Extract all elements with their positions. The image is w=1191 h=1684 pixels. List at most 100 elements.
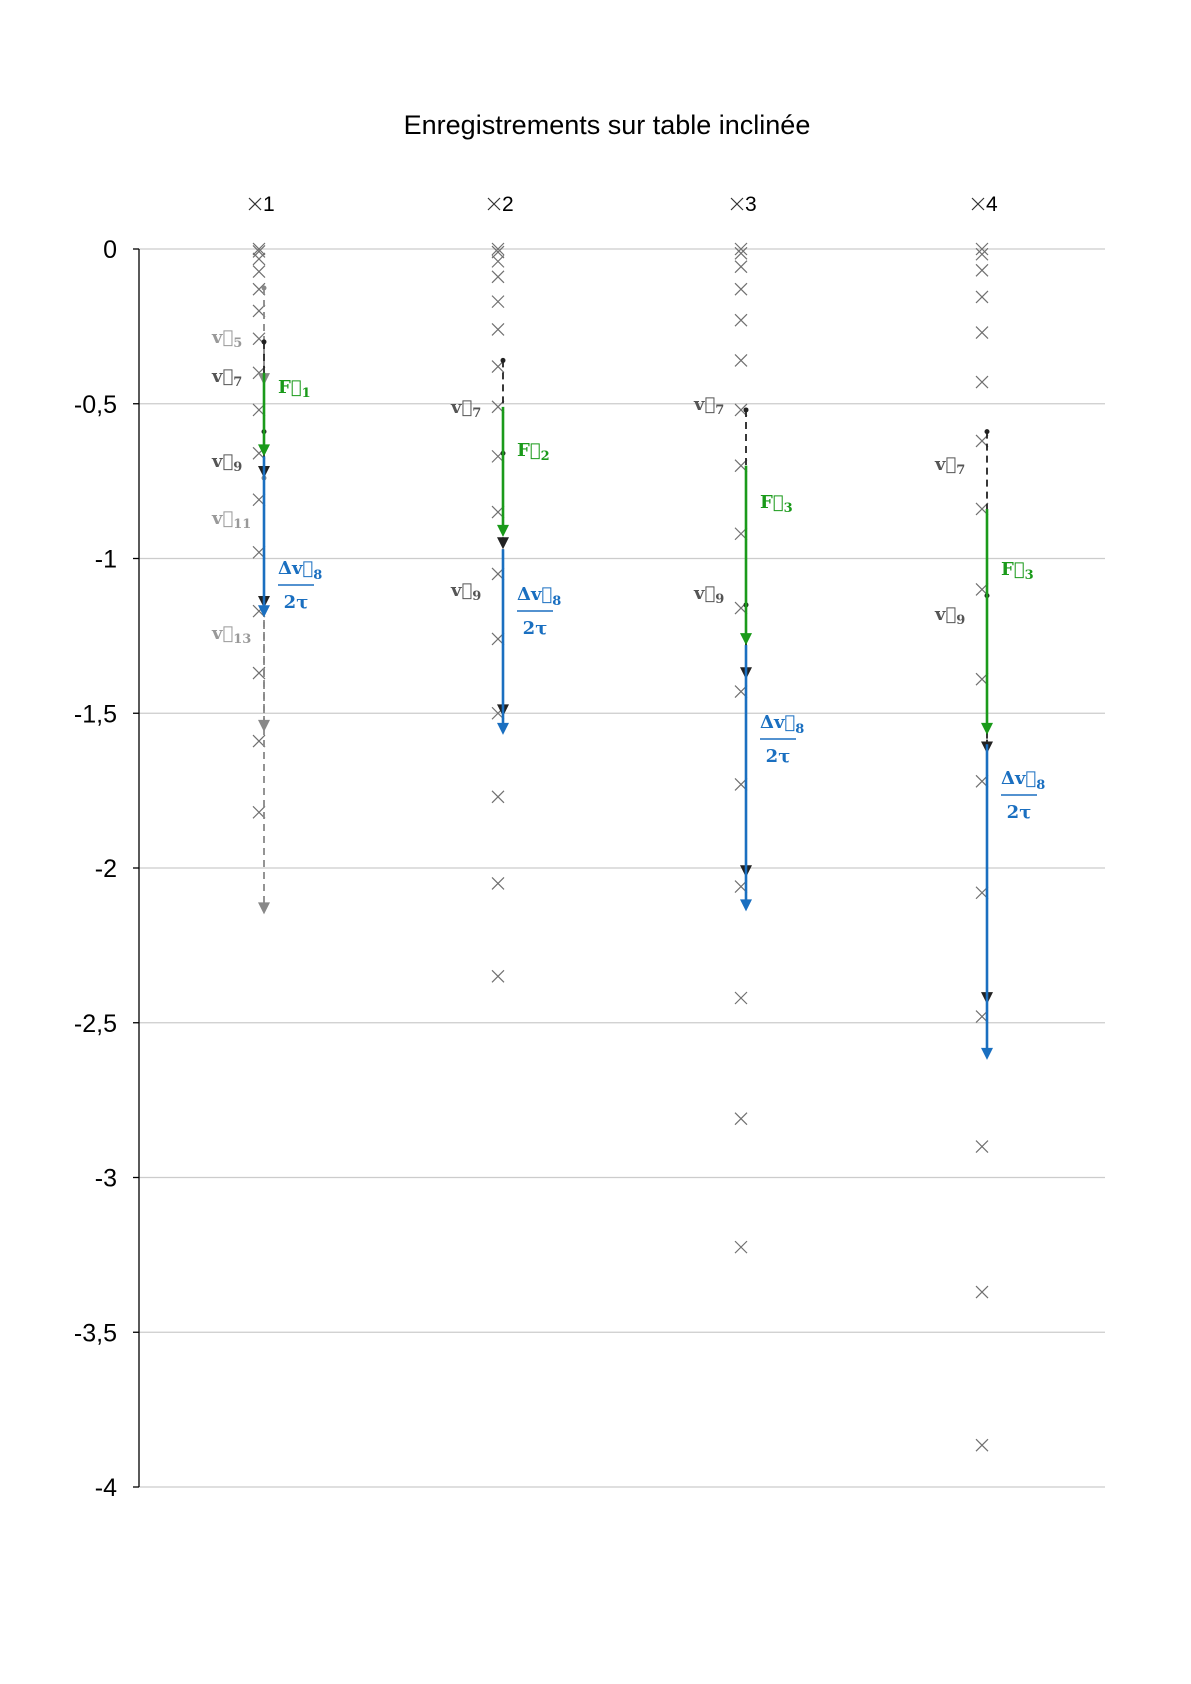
data-point xyxy=(975,242,989,256)
data-point xyxy=(734,313,748,327)
vector-label-denominator: 2τ xyxy=(1007,802,1032,823)
data-point xyxy=(734,282,748,296)
vector-label-subscript: 7 xyxy=(956,463,965,478)
vector-force: F⃗1 xyxy=(258,372,311,457)
vector-origin xyxy=(500,357,506,363)
vector-label: F⃗3 xyxy=(1001,559,1034,583)
vector-label: v⃗7 xyxy=(211,366,242,390)
vector-accel: Δv⃗8 2τ xyxy=(981,744,1045,1060)
y-tick-label: 0 xyxy=(103,236,117,264)
vector-label-subscript: 7 xyxy=(715,403,724,418)
y-tick-label: -2 xyxy=(95,855,117,883)
vector-velocity: v⃗9 xyxy=(934,593,993,1005)
y-tick-label: -1,5 xyxy=(74,700,117,728)
arrowhead-icon xyxy=(258,605,270,618)
data-point xyxy=(252,252,266,266)
vector-label-subscript: 9 xyxy=(956,613,965,628)
data-point xyxy=(734,1240,748,1254)
vector-origin xyxy=(743,407,749,413)
vector-label: v⃗13 xyxy=(211,623,251,647)
data-point xyxy=(734,353,748,367)
vector-accel: Δv⃗8 2τ xyxy=(258,456,322,618)
vector-label-subscript: 8 xyxy=(1036,778,1045,793)
vector-velocity-gray: v⃗11 xyxy=(211,475,270,732)
vector-label: F⃗2 xyxy=(517,440,550,464)
series-label-text: 3 xyxy=(745,193,757,216)
y-tick-label: -3 xyxy=(95,1165,117,1193)
series-label: 1 xyxy=(248,193,275,216)
arrowhead-icon xyxy=(981,722,993,735)
data-point xyxy=(975,1140,989,1153)
data-point xyxy=(975,290,989,304)
data-point xyxy=(252,245,266,258)
vectors: v⃗5 v⃗7 v⃗9 v⃗11 v⃗13 F⃗1 Δv⃗8 2τ v⃗7 v⃗9 F⃗2 Δv⃗8 2… xyxy=(211,285,1045,1060)
arrowhead-icon xyxy=(497,524,509,537)
vector-label: v⃗11 xyxy=(211,508,251,532)
data-point xyxy=(491,877,505,890)
vector-label-denominator: 2τ xyxy=(766,746,791,767)
vector-label: v⃗7 xyxy=(934,454,965,478)
vector-origin xyxy=(261,339,267,345)
vector-label-subscript: 9 xyxy=(233,460,242,475)
vector-label-subscript: 7 xyxy=(233,375,242,390)
arrowhead-icon xyxy=(258,719,270,732)
chart-title: Enregistrements sur table inclinée xyxy=(404,110,811,140)
y-tick-label: -0,5 xyxy=(74,391,117,419)
vector-velocity: v⃗9 xyxy=(450,450,509,717)
vector-force: F⃗2 xyxy=(497,406,550,537)
y-axis: 0 -0,5 -1 -1,5 -2 -2,5 -3 -3,5 -4 xyxy=(74,236,140,1502)
data-point xyxy=(975,326,989,339)
data-point xyxy=(491,295,505,309)
data-point xyxy=(491,969,505,983)
series-label: 2 xyxy=(487,193,514,216)
data-point xyxy=(975,247,989,261)
data-point xyxy=(975,375,989,389)
vector-label-subscript: 8 xyxy=(313,568,322,583)
vector-label: v⃗7 xyxy=(693,394,724,418)
vector-force: F⃗3 xyxy=(981,508,1034,735)
series-label-text: 1 xyxy=(263,193,275,216)
vector-label-numerator: Δv⃗8 xyxy=(1001,768,1045,793)
data-point xyxy=(734,246,748,260)
vector-label-subscript: 11 xyxy=(233,517,251,532)
data-point xyxy=(491,790,505,804)
vector-label: v⃗9 xyxy=(211,451,242,475)
x-marker-icon xyxy=(730,197,744,211)
x-marker-icon xyxy=(248,197,262,211)
vector-origin xyxy=(261,285,267,291)
vector-label-subscript: 1 xyxy=(302,386,311,401)
data-point xyxy=(975,1285,989,1299)
data-point xyxy=(491,254,505,268)
vector-label: v⃗5 xyxy=(211,327,242,351)
vector-label-subscript: 9 xyxy=(715,592,724,607)
series-label: 3 xyxy=(730,193,757,216)
data-point xyxy=(734,403,748,417)
vector-velocity: v⃗9 xyxy=(693,583,752,878)
series-label: 4 xyxy=(971,193,998,216)
vector-accel: Δv⃗8 2τ xyxy=(497,549,561,735)
data-markers xyxy=(252,242,989,1452)
vector-label-subscript: 2 xyxy=(541,449,550,464)
y-tick-label: -2,5 xyxy=(74,1010,117,1038)
vector-label: F⃗3 xyxy=(760,492,793,516)
vector-label: F⃗1 xyxy=(278,377,311,401)
series-labels: 1 2 3 4 xyxy=(248,193,998,216)
vector-label-subscript: 5 xyxy=(233,336,242,351)
data-point xyxy=(252,734,266,748)
data-point xyxy=(252,265,266,279)
arrowhead-icon xyxy=(258,902,270,915)
vector-label-subscript: 8 xyxy=(552,594,561,609)
vector-label-denominator: 2τ xyxy=(523,618,548,639)
x-marker-icon xyxy=(487,197,501,211)
vector-label-subscript: 3 xyxy=(784,501,793,516)
data-point xyxy=(252,242,266,256)
vector-label-numerator: Δv⃗8 xyxy=(760,712,804,737)
vector-label-subscript: 3 xyxy=(1025,568,1034,583)
arrowhead-icon xyxy=(981,1047,993,1060)
vector-label-subscript: 13 xyxy=(233,632,251,647)
data-point xyxy=(734,242,748,256)
data-point xyxy=(252,304,266,318)
x-marker-icon xyxy=(971,197,985,211)
gridlines xyxy=(139,248,1105,1488)
